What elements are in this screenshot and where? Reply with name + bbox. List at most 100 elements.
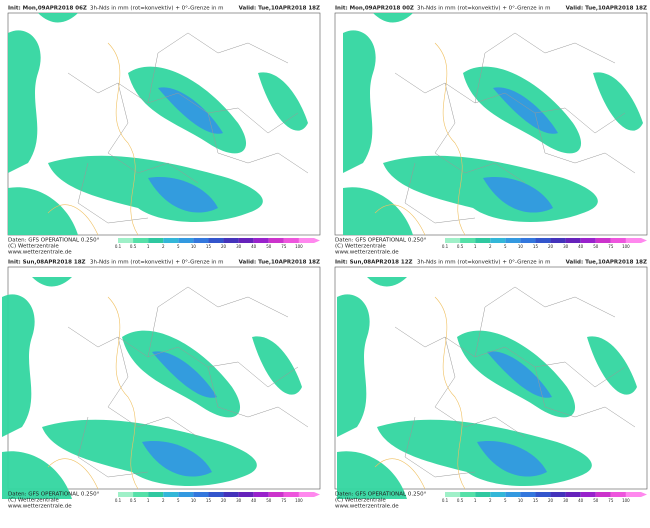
colorbar-swatch [445, 238, 461, 243]
precipitation-area [148, 177, 218, 213]
country-border [564, 107, 626, 134]
colorbar-swatch [475, 238, 491, 243]
colorbar-label: 40 [251, 244, 257, 249]
country-border [434, 336, 526, 438]
colorbar-swatch [595, 238, 611, 243]
colorbar-swatch [268, 238, 284, 243]
precipitation-area [367, 277, 407, 287]
colorbar-label: 30 [563, 244, 569, 249]
freezing-level-contour [434, 42, 466, 236]
freezing-level-contour [434, 296, 466, 490]
title-label: 3h-Nds in mm (rot=konvektiv) + 0°-Grenze… [417, 260, 551, 266]
precipitation-area [258, 72, 308, 131]
colorbar-swatch [178, 238, 194, 243]
colorbar-swatch [475, 492, 491, 497]
precipitation-area [337, 451, 407, 499]
colorbar-swatch [253, 492, 269, 497]
country-border [564, 361, 626, 388]
copyright: (C) Wetterzentrale [335, 244, 386, 250]
freezing-level-contour [47, 458, 99, 490]
colorbar-arrow [314, 238, 320, 243]
colorbar-label: 20 [548, 498, 554, 503]
colorbar-swatch [208, 492, 224, 497]
init-label: Init: Mon,09APR2018 00Z [335, 6, 414, 12]
colorbar-swatch [565, 492, 581, 497]
valid-label: Valid: Tue,10APR2018 18Z [566, 260, 647, 266]
colorbar-label: 40 [578, 498, 584, 503]
colorbar-label: 2 [162, 498, 165, 503]
title-label: 3h-Nds in mm (rot=konvektiv) + 0°-Grenze… [90, 6, 224, 12]
colorbar-swatch [580, 492, 596, 497]
colorbar-label: 15 [533, 498, 539, 503]
precipitation-area [337, 294, 370, 437]
colorbar-label: 100 [295, 498, 303, 503]
colorbar-arrow [641, 492, 647, 497]
freezing-level-contour [107, 42, 139, 236]
colorbar-swatch [565, 238, 581, 243]
colorbar-label: 10 [191, 244, 197, 249]
colorbar-label: 2 [489, 244, 492, 249]
precipitation-area [373, 13, 413, 23]
data-source: Daten: GFS OPERATIONAL 0.250° [335, 492, 427, 498]
colorbar-swatch [178, 492, 194, 497]
map-area [7, 12, 321, 236]
country-border [77, 162, 149, 224]
colorbar-label: 15 [206, 244, 212, 249]
colorbar-swatch [148, 492, 164, 497]
colorbar-arrow [641, 238, 647, 243]
colorbar-label: 30 [236, 244, 242, 249]
colorbar-label: 100 [622, 244, 630, 249]
colorbar-label: 0.1 [115, 244, 122, 249]
map-panel: Init: Mon,09APR2018 06Z 3h-Nds in mm (rot… [7, 6, 321, 256]
colorbar-swatch [550, 238, 566, 243]
copyright: (C) Wetterzentrale [8, 498, 59, 504]
map-panel: Init: Sun,08APR2018 12Z 3h-Nds in mm (rot… [334, 260, 648, 510]
colorbar-label: 15 [206, 498, 212, 503]
init-label: Init: Sun,08APR2018 18Z [8, 260, 86, 266]
colorbar-swatch [223, 238, 239, 243]
country-border [434, 82, 526, 184]
country-border [404, 416, 476, 478]
precipitation-area [8, 187, 78, 235]
data-source: Daten: GFS OPERATIONAL 0.250° [335, 238, 427, 244]
map-panel: Init: Sun,08APR2018 18Z 3h-Nds in mm (rot… [2, 260, 321, 510]
map-area [2, 266, 321, 499]
country-border [147, 32, 289, 104]
precipitation-area [483, 177, 553, 213]
colorbar-label: 20 [221, 498, 227, 503]
colorbar-swatch [238, 492, 254, 497]
colorbar-label: 0.1 [115, 498, 122, 503]
colorbar-swatch [118, 238, 134, 243]
colorbar-swatch [520, 492, 536, 497]
colorbar-swatch [535, 492, 551, 497]
colorbar-label: 30 [236, 498, 242, 503]
colorbar-label: 10 [518, 244, 524, 249]
colorbar-swatch [298, 238, 314, 243]
colorbar-swatch [580, 238, 596, 243]
precipitation-area [152, 351, 217, 398]
colorbar-swatch [223, 492, 239, 497]
colorbar-label: 2 [162, 244, 165, 249]
map-area [334, 12, 648, 236]
colorbar-label: 1 [147, 498, 150, 503]
colorbar-swatch [253, 238, 269, 243]
colorbar-swatch [550, 492, 566, 497]
country-border [77, 416, 149, 478]
country-border [404, 162, 476, 224]
precipitation-area [477, 441, 547, 477]
country-border [237, 107, 299, 134]
colorbar-label: 50 [593, 244, 599, 249]
country-border [107, 82, 199, 184]
colorbar-swatch [163, 492, 179, 497]
colorbar-swatch [610, 238, 626, 243]
freezing-level-contour [374, 458, 426, 490]
country-border [107, 336, 199, 438]
precipitation-area [587, 336, 637, 395]
data-source: Daten: GFS OPERATIONAL 0.250° [8, 238, 100, 244]
map-panel: Init: Mon,09APR2018 00Z 3h-Nds in mm (rot… [334, 6, 648, 256]
valid-label: Valid: Tue,10APR2018 18Z [239, 6, 320, 12]
copyright: (C) Wetterzentrale [8, 244, 59, 250]
colorbar-label: 50 [266, 498, 272, 503]
colorbar-label: 100 [295, 244, 303, 249]
